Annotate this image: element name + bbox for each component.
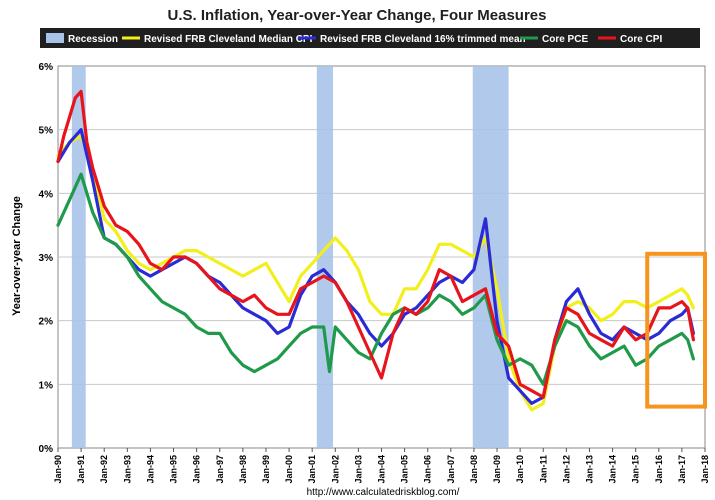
x-tick-label: Jan-02 — [330, 455, 340, 484]
source-url: http://www.calculatedriskblog.com/ — [307, 487, 460, 498]
series-lines — [56, 89, 695, 412]
x-tick-label: Jan-08 — [469, 455, 479, 484]
x-tick-label: Jan-91 — [76, 455, 86, 484]
x-tick-label: Jan-98 — [238, 455, 248, 484]
series-line-core-pce — [56, 172, 695, 386]
x-tick-label: Jan-03 — [353, 455, 363, 484]
legend-label-revised-frb-cleveland-median-cpi: Revised FRB Cleveland Median CPI — [144, 34, 313, 45]
x-tick-label: Jan-13 — [585, 455, 595, 484]
x-tick-label: Jan-11 — [538, 455, 548, 483]
x-tick-label: Jan-95 — [169, 455, 179, 484]
grid — [57, 65, 706, 449]
y-axis: 0% 1% 2% 3% 4% 5% 6% — [39, 62, 54, 455]
x-tick-label: Jan-96 — [192, 455, 202, 484]
x-tick-label: Jan-00 — [284, 455, 294, 484]
x-tick-label: Jan-17 — [677, 455, 687, 484]
x-tick-label: Jan-04 — [377, 455, 387, 484]
legend: Recession Revised FRB Cleveland Median CP… — [46, 33, 662, 45]
recession-band — [316, 66, 333, 448]
x-tick-label: Jan-15 — [631, 455, 641, 484]
x-tick-label: Jan-90 — [53, 455, 63, 484]
legend-label-revised-frb-cleveland-16-trimmed-mean: Revised FRB Cleveland 16% trimmed mean — [320, 34, 526, 45]
x-tick-label: Jan-07 — [446, 455, 456, 484]
y-tick-label: 2% — [39, 317, 54, 328]
y-tick-label: 3% — [39, 253, 54, 264]
x-tick-label: Jan-16 — [654, 455, 664, 484]
series-line-core-cpi — [56, 89, 695, 399]
x-axis: Jan-90 Jan-91 Jan-92 Jan-93 Jan-94 Jan-95 Jan-… — [53, 448, 710, 484]
x-tick-label: Jan-05 — [400, 455, 410, 484]
y-tick-label: 1% — [39, 380, 54, 391]
x-tick-label: Jan-14 — [608, 455, 618, 484]
legend-label-core-cpi: Core CPI — [620, 34, 662, 45]
recession-band — [71, 66, 86, 448]
legend-swatch-recession — [46, 33, 64, 43]
legend-label-recession: Recession — [68, 34, 118, 45]
x-tick-label: Jan-01 — [307, 455, 317, 484]
x-tick-label: Jan-18 — [700, 455, 710, 484]
x-tick-label: Jan-97 — [215, 455, 225, 484]
x-tick-label: Jan-93 — [122, 455, 132, 484]
annotations — [645, 251, 707, 409]
highlight-box — [645, 251, 707, 409]
series-line-revised-frb-cleveland-median-cpi — [56, 134, 695, 412]
legend-label-core-pce: Core PCE — [542, 34, 588, 45]
x-tick-label: Jan-12 — [561, 455, 571, 484]
y-tick-label: 5% — [39, 126, 54, 137]
x-tick-label: Jan-99 — [261, 455, 271, 484]
y-tick-label: 4% — [39, 189, 54, 200]
x-tick-label: Jan-10 — [515, 455, 525, 484]
y-tick-label: 0% — [39, 444, 54, 455]
y-tick-label: 6% — [39, 62, 54, 73]
x-tick-label: Jan-06 — [423, 455, 433, 484]
y-axis-label: Year-over-year Change — [11, 196, 23, 316]
x-tick-label: Jan-09 — [492, 455, 502, 484]
chart-title: U.S. Inflation, Year-over-Year Change, F… — [167, 7, 546, 24]
legend-background — [40, 28, 700, 48]
x-tick-label: Jan-92 — [99, 455, 109, 484]
x-tick-label: Jan-94 — [145, 455, 155, 484]
